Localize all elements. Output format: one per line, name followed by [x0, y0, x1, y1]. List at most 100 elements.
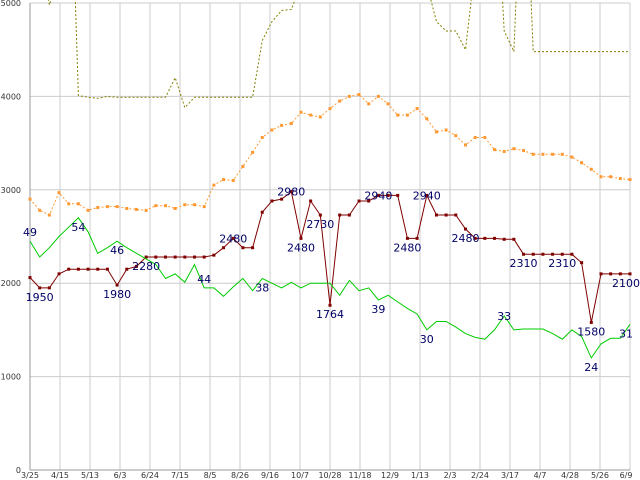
- data-label: 1950: [26, 291, 54, 304]
- data-point: [347, 213, 351, 217]
- data-point: [125, 206, 129, 210]
- x-tick-label: 9/16: [261, 471, 279, 480]
- data-point: [328, 107, 332, 111]
- data-point: [38, 208, 42, 212]
- y-tick-label: 3000: [1, 186, 21, 195]
- data-point: [328, 303, 332, 307]
- x-tick-label: 4/7: [534, 471, 547, 480]
- data-point: [260, 210, 264, 214]
- data-label: 2100: [612, 277, 640, 290]
- x-tick-label: 7/15: [171, 471, 189, 480]
- data-point: [454, 134, 458, 138]
- data-point: [299, 110, 303, 114]
- data-point: [425, 193, 429, 197]
- data-point: [609, 175, 613, 179]
- data-point: [512, 147, 516, 151]
- data-point: [47, 286, 51, 290]
- data-point: [522, 252, 526, 256]
- data-point: [551, 152, 555, 156]
- data-point: [222, 246, 226, 250]
- x-axis-tick-labels: 3/25 4/15 5/13 6/3 6/24 7/15 8/5 8/26 9/16 10/7 10…: [21, 471, 632, 480]
- data-point: [483, 135, 487, 139]
- data-point: [251, 150, 255, 154]
- data-point: [105, 205, 109, 209]
- data-label: 2280: [132, 260, 160, 273]
- data-point: [405, 113, 409, 117]
- data-point: [270, 199, 274, 203]
- data-point: [502, 150, 506, 154]
- data-point: [241, 246, 245, 250]
- data-point: [609, 272, 613, 276]
- series-2: [29, 217, 631, 359]
- data-point: [628, 272, 632, 276]
- data-label: 1580: [577, 325, 605, 338]
- plot-area: [28, 0, 632, 359]
- data-point: [386, 193, 390, 197]
- data-point: [570, 155, 574, 159]
- y-axis-tick-labels: 0 1000 2000 3000 4000 5000: [1, 0, 21, 475]
- data-point: [193, 255, 197, 259]
- data-point: [299, 236, 303, 240]
- x-tick-label: 6/24: [141, 471, 159, 480]
- data-label: 31: [619, 327, 633, 340]
- data-label: 2480: [219, 232, 247, 245]
- data-label: 44: [197, 273, 211, 286]
- y-tick-label: 2000: [1, 279, 21, 288]
- data-point: [347, 94, 351, 98]
- y-tick-label: 4000: [1, 92, 21, 101]
- data-point: [76, 202, 80, 206]
- series-3: [48, 0, 630, 109]
- data-point: [183, 203, 187, 207]
- series-0: [28, 190, 632, 324]
- data-point: [473, 236, 477, 240]
- data-point: [86, 267, 90, 271]
- data-point: [338, 213, 342, 217]
- data-point: [493, 148, 497, 152]
- data-point: [115, 283, 119, 287]
- data-point: [144, 208, 148, 212]
- data-point: [241, 164, 245, 168]
- data-point: [560, 152, 564, 156]
- data-labels: 1950 1980 2280 2480 2980 2480 2730 1764 2940 2480…: [23, 186, 640, 374]
- data-point: [560, 252, 564, 256]
- data-point: [163, 204, 167, 208]
- data-point: [396, 113, 400, 117]
- data-point: [38, 286, 42, 290]
- data-label: 2940: [364, 189, 392, 202]
- data-point: [57, 191, 61, 195]
- x-tick-label: 6/3: [114, 471, 127, 480]
- data-label: 1980: [103, 288, 131, 301]
- series-line: [48, 0, 630, 109]
- data-point: [599, 272, 603, 276]
- data-label: 2480: [451, 232, 479, 245]
- data-point: [163, 255, 167, 259]
- data-point: [463, 143, 467, 147]
- data-point: [580, 161, 584, 165]
- data-point: [357, 199, 361, 203]
- data-point: [212, 183, 216, 187]
- x-tick-label: 8/26: [231, 471, 249, 480]
- data-point: [280, 197, 284, 201]
- data-point: [580, 261, 584, 265]
- series-line: [29, 217, 631, 359]
- data-point: [280, 123, 284, 127]
- data-point: [309, 199, 313, 203]
- data-point: [367, 102, 371, 106]
- data-point: [463, 227, 467, 231]
- data-point: [531, 252, 535, 256]
- data-point: [396, 193, 400, 197]
- data-point: [473, 135, 477, 139]
- data-point: [454, 213, 458, 217]
- data-label: 46: [110, 244, 124, 257]
- x-tick-label: 10/7: [291, 471, 309, 480]
- data-point: [599, 175, 603, 179]
- data-point: [251, 246, 255, 250]
- x-tick-label: 4/15: [51, 471, 69, 480]
- data-point: [444, 128, 448, 132]
- data-point: [183, 255, 187, 259]
- data-point: [270, 128, 274, 132]
- data-point: [628, 178, 632, 182]
- data-point: [202, 205, 206, 209]
- data-point: [415, 236, 419, 240]
- data-point: [589, 320, 593, 324]
